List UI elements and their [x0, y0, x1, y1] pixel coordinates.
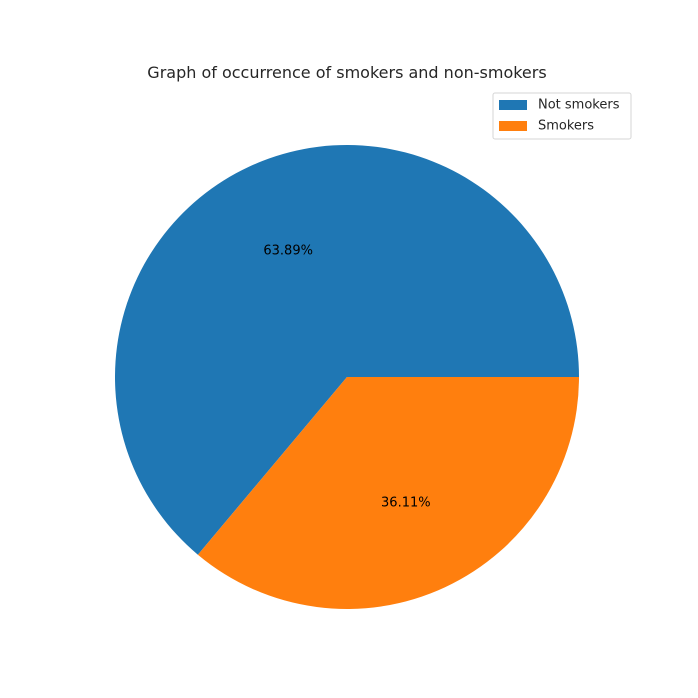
legend-swatch-not-smokers [499, 100, 527, 110]
legend-box [492, 92, 632, 140]
legend-swatch-smokers [499, 121, 527, 131]
pie-label-not-smokers: 63.89% [263, 243, 313, 258]
legend-entries: Not smokers Smokers [499, 98, 620, 134]
pie-label-smokers: 36.11% [381, 496, 431, 511]
legend-label-not-smokers: Not smokers [538, 98, 620, 113]
chart-title: Graph of occurrence of smokers and non-s… [147, 63, 546, 82]
pie-slice-not-smokers [114, 145, 580, 555]
pie-slice-smokers [197, 377, 579, 610]
legend-label-smokers: Smokers [538, 119, 594, 134]
legend: Not smokers Smokers [492, 92, 632, 140]
percentage-labels: 63.89% 36.11% [263, 243, 430, 510]
pie-slices [114, 145, 580, 610]
